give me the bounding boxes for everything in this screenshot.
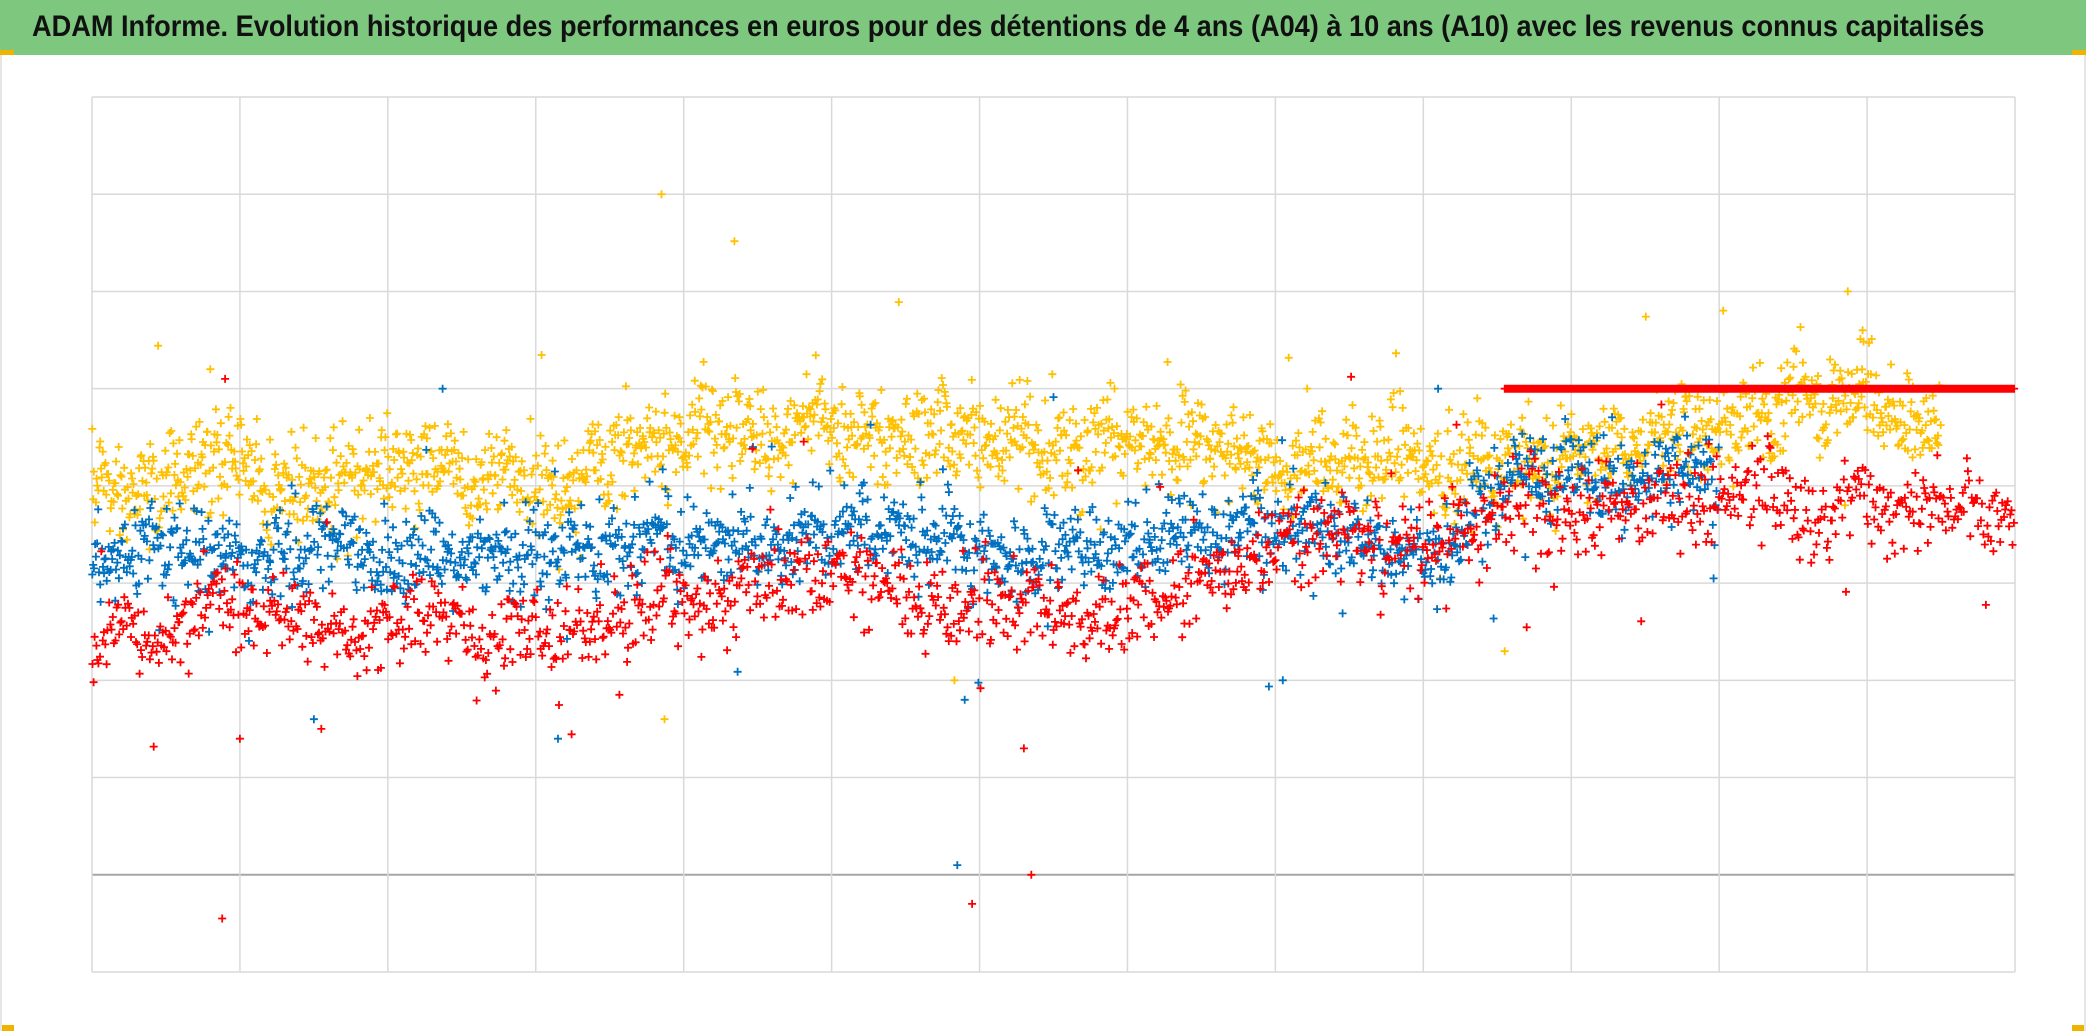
series-a07-markers xyxy=(88,384,1723,870)
corner-marker-bottom-left xyxy=(0,1015,14,1031)
series-a07 xyxy=(88,384,1723,870)
frame-border-right xyxy=(2084,55,2086,1031)
corner-marker-top-right xyxy=(2072,50,2086,65)
title-bar: ADAM Informe. Evolution historique des p… xyxy=(0,0,2086,55)
series-a04-markers xyxy=(88,372,2019,923)
frame-border-left xyxy=(0,55,2,1031)
corner-marker-bottom-right xyxy=(2072,1015,2086,1031)
gridlines xyxy=(91,96,2016,973)
chart-title: ADAM Informe. Evolution historique des p… xyxy=(32,10,1985,43)
series-a04 xyxy=(88,372,2019,923)
corner-marker-top-left xyxy=(0,50,14,65)
data-points xyxy=(88,190,2019,923)
